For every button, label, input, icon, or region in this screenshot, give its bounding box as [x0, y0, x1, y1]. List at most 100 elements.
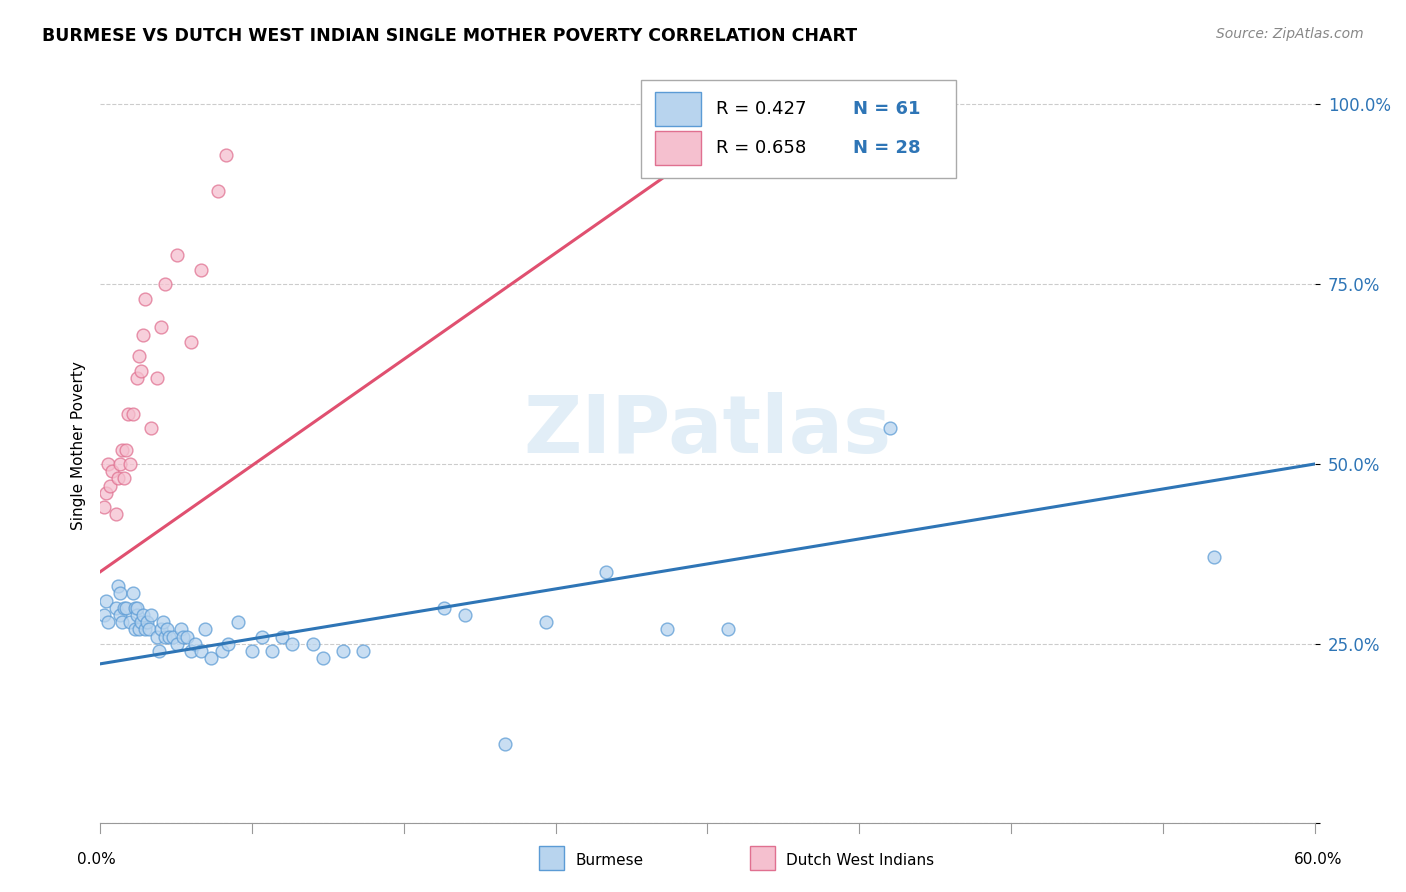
Text: 0.0%: 0.0%	[77, 852, 117, 867]
Point	[172, 630, 194, 644]
Point	[655, 623, 678, 637]
Point	[200, 651, 222, 665]
Point	[301, 637, 323, 651]
Point	[595, 565, 617, 579]
Point	[240, 644, 263, 658]
Text: 60.0%: 60.0%	[1295, 852, 1343, 867]
Point	[1202, 550, 1225, 565]
Point	[110, 586, 132, 600]
Point	[125, 370, 148, 384]
Point	[190, 644, 212, 658]
Point	[162, 630, 184, 644]
Point	[98, 478, 121, 492]
Point	[453, 607, 475, 622]
Point	[128, 623, 150, 637]
Point	[146, 630, 169, 644]
Point	[194, 623, 217, 637]
Point	[271, 630, 294, 644]
Point	[156, 623, 179, 637]
Point	[125, 607, 148, 622]
Point	[176, 630, 198, 644]
Point	[433, 600, 456, 615]
Point	[138, 623, 160, 637]
Point	[217, 637, 239, 651]
Point	[115, 600, 138, 615]
Point	[146, 370, 169, 384]
Point	[332, 644, 354, 658]
Text: N = 61: N = 61	[853, 100, 921, 118]
Point	[184, 637, 207, 651]
Bar	[655, 131, 702, 165]
Point	[110, 457, 132, 471]
Point	[131, 327, 153, 342]
Point	[120, 615, 142, 629]
Point	[111, 442, 134, 457]
Point	[157, 630, 180, 644]
Point	[134, 292, 156, 306]
Point	[101, 464, 124, 478]
Point	[128, 349, 150, 363]
Point	[352, 644, 374, 658]
Point	[879, 421, 901, 435]
Point	[96, 485, 118, 500]
Point	[135, 615, 157, 629]
FancyBboxPatch shape	[641, 80, 956, 178]
Text: R = 0.658: R = 0.658	[716, 139, 806, 157]
Point	[93, 607, 115, 622]
Point	[153, 630, 176, 644]
Point	[117, 407, 139, 421]
Point	[180, 334, 202, 349]
Point	[107, 579, 129, 593]
Point	[107, 471, 129, 485]
Text: N = 28: N = 28	[853, 139, 921, 157]
Y-axis label: Single Mother Poverty: Single Mother Poverty	[72, 361, 86, 531]
Text: ZIPatlas: ZIPatlas	[523, 392, 891, 470]
Point	[124, 600, 146, 615]
Point	[121, 586, 143, 600]
Point	[214, 148, 236, 162]
Text: BURMESE VS DUTCH WEST INDIAN SINGLE MOTHER POVERTY CORRELATION CHART: BURMESE VS DUTCH WEST INDIAN SINGLE MOTH…	[42, 27, 858, 45]
Point	[105, 600, 128, 615]
Point	[211, 644, 233, 658]
Bar	[655, 92, 702, 126]
Point	[149, 320, 172, 334]
Point	[131, 607, 153, 622]
Point	[97, 457, 120, 471]
Text: Burmese: Burmese	[575, 854, 644, 868]
Point	[96, 593, 118, 607]
Point	[494, 738, 516, 752]
Point	[105, 508, 128, 522]
Text: R = 0.427: R = 0.427	[716, 100, 807, 118]
Text: Source: ZipAtlas.com: Source: ZipAtlas.com	[1216, 27, 1364, 41]
Point	[121, 407, 143, 421]
Point	[250, 630, 273, 644]
Text: Dutch West Indians: Dutch West Indians	[786, 854, 935, 868]
Point	[110, 607, 132, 622]
Point	[312, 651, 335, 665]
Point	[190, 263, 212, 277]
Point	[148, 644, 170, 658]
Point	[120, 457, 142, 471]
Point	[129, 363, 152, 377]
Point	[134, 623, 156, 637]
Point	[124, 623, 146, 637]
Point	[97, 615, 120, 629]
Point	[111, 615, 134, 629]
Point	[152, 615, 174, 629]
Point	[166, 248, 188, 262]
Point	[149, 623, 172, 637]
Point	[139, 421, 162, 435]
Point	[226, 615, 249, 629]
Point	[129, 615, 152, 629]
Point	[153, 277, 176, 292]
Point	[112, 600, 135, 615]
Point	[125, 600, 148, 615]
Point	[262, 644, 284, 658]
Point	[180, 644, 202, 658]
Point	[281, 637, 304, 651]
Point	[534, 615, 557, 629]
Point	[93, 500, 115, 515]
Point	[139, 607, 162, 622]
Point	[717, 623, 740, 637]
Point	[166, 637, 188, 651]
